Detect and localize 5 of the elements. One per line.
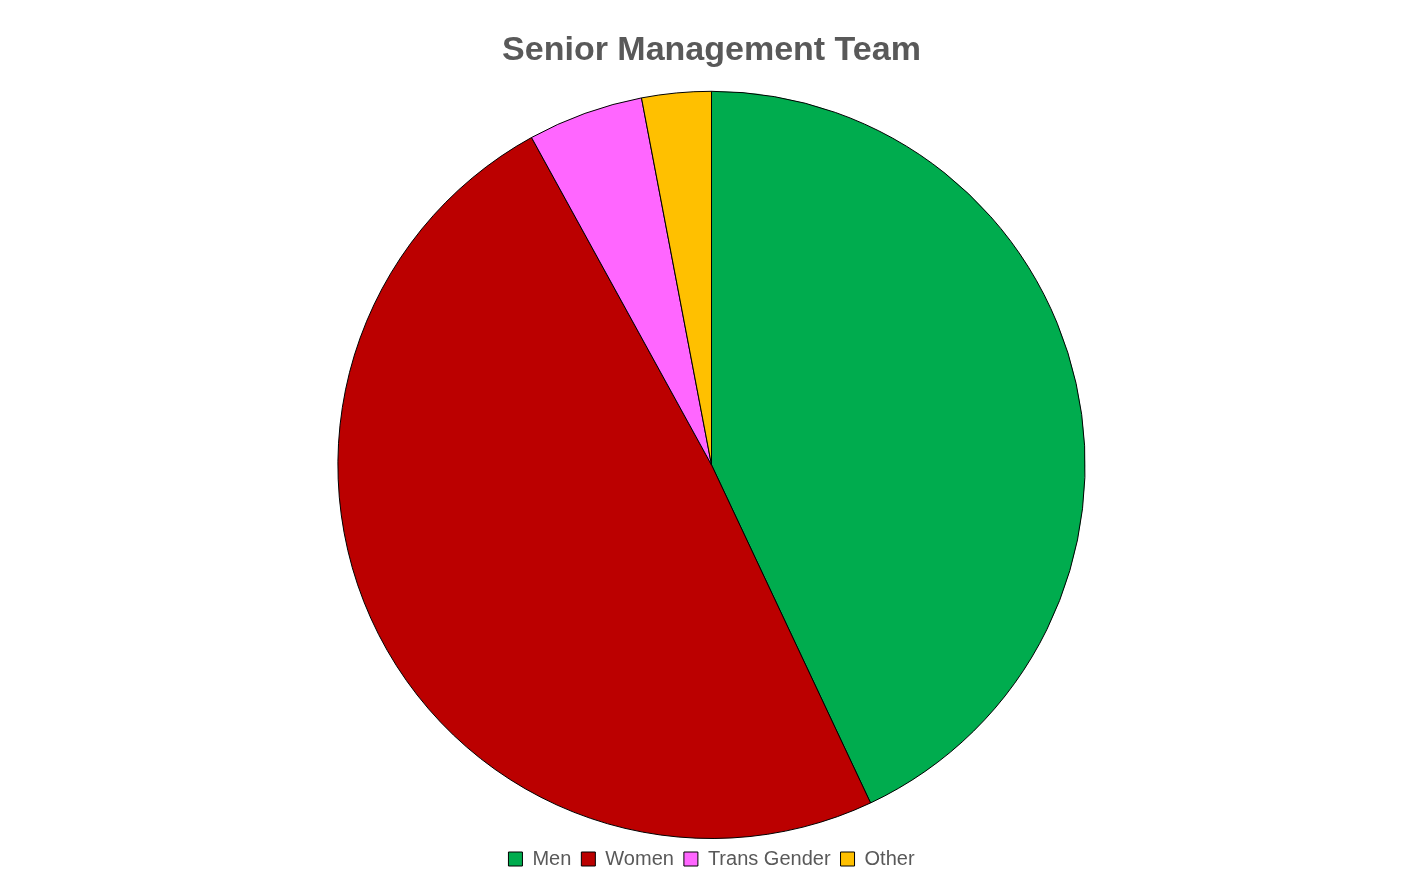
legend-label: Other xyxy=(864,846,915,869)
legend-label: Trans Gender xyxy=(707,846,831,869)
chart-title: Senior Management Team xyxy=(502,28,921,67)
legend-label: Men xyxy=(532,846,572,869)
legend-label: Women xyxy=(605,846,674,869)
